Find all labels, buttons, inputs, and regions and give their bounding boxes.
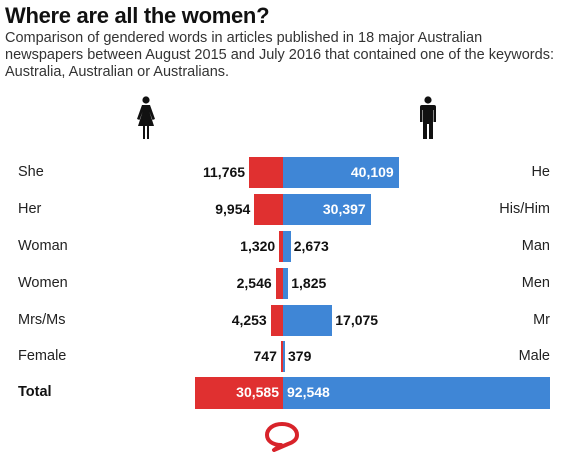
male-bar — [283, 305, 333, 336]
female-value-label: 11,765 — [203, 163, 246, 180]
male-value-label: 40,109 — [350, 163, 394, 180]
male-bar — [283, 341, 285, 372]
male-bar — [283, 231, 291, 262]
male-word-label: Mr — [533, 311, 550, 328]
female-value-label: 30,585 — [236, 384, 279, 400]
female-value-label: 9,954 — [215, 200, 251, 217]
female-word-label: Female — [18, 347, 67, 364]
female-word-label: Women — [18, 274, 68, 291]
female-word-label: Her — [18, 200, 42, 217]
male-value-label: 2,673 — [293, 237, 329, 254]
female-value-label: 1,320 — [240, 237, 276, 254]
female-bar — [194, 377, 283, 409]
male-word-label: Man — [521, 237, 550, 254]
male-value-label: 92,548 — [287, 384, 330, 400]
speech-bubble-logo-icon — [264, 422, 300, 457]
male-figure-icon — [418, 96, 438, 140]
female-value-label: 4,253 — [231, 311, 267, 328]
male-value-label: 30,397 — [322, 200, 366, 217]
female-value-label: 2,546 — [236, 274, 272, 291]
male-value-label: 1,825 — [291, 274, 327, 291]
male-value-label: 17,075 — [335, 311, 379, 328]
chart-title: Where are all the women? — [5, 3, 270, 28]
chart-subtitle: Comparison of gendered words in articles… — [5, 30, 554, 80]
male-word-label: Men — [521, 274, 550, 291]
female-bar — [280, 341, 283, 372]
female-word-label: Total — [18, 384, 52, 400]
male-bar — [283, 268, 289, 299]
male-word-label: His/Him — [499, 200, 550, 217]
male-word-label: Male — [518, 347, 550, 364]
male-bar — [283, 377, 550, 409]
male-bar — [283, 157, 399, 188]
female-bar — [275, 268, 283, 299]
female-bar — [270, 305, 283, 336]
female-word-label: Woman — [18, 237, 68, 254]
female-word-label: Mrs/Ms — [18, 311, 66, 328]
female-bar — [279, 231, 283, 262]
female-bar — [249, 157, 283, 188]
female-word-label: She — [18, 163, 44, 180]
male-value-label: 379 — [288, 347, 312, 364]
male-word-label: He — [531, 163, 550, 180]
female-figure-icon — [135, 96, 157, 140]
female-value-label: 747 — [253, 347, 277, 364]
male-bar — [283, 194, 371, 225]
female-bar — [254, 194, 283, 225]
